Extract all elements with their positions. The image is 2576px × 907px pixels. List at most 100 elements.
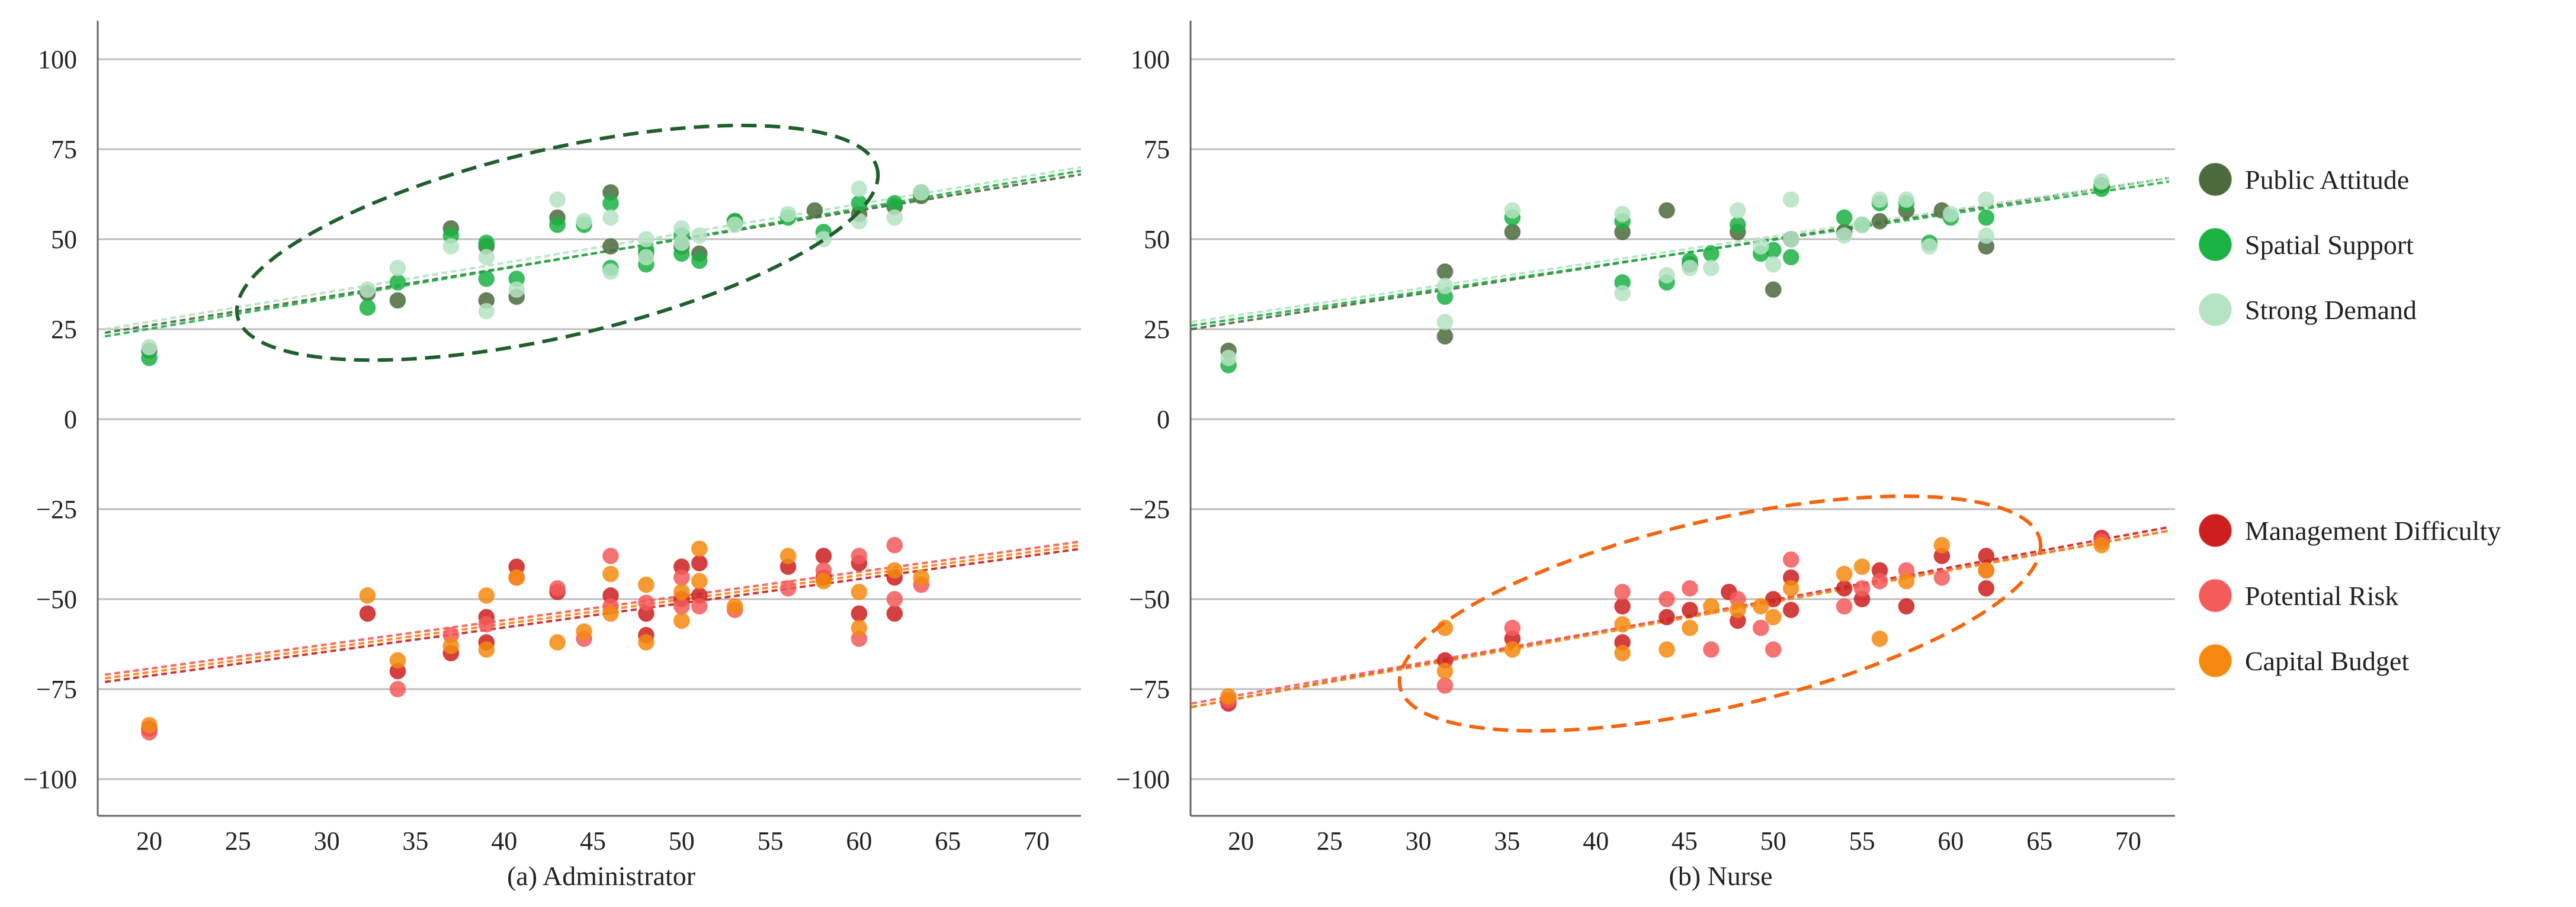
y-tick-label: −75 <box>1129 675 1170 704</box>
point-capital-budget <box>549 633 566 651</box>
point-potential-risk <box>1933 569 1951 586</box>
point-strong-demand <box>1765 256 1782 273</box>
x-tick-label: 30 <box>1406 826 1432 855</box>
point-strong-demand <box>602 263 619 280</box>
point-spatial-support <box>1782 249 1799 266</box>
point-strong-demand <box>1871 191 1888 208</box>
point-potential-risk <box>1702 641 1720 658</box>
x-tick-label: 65 <box>2026 826 2052 855</box>
point-potential-risk <box>1752 619 1769 636</box>
point-spatial-support <box>1729 216 1746 233</box>
panel-caption: (b) Nurse <box>1669 861 1773 891</box>
point-public-attitude <box>1504 223 1521 240</box>
legend-swatch <box>2199 293 2232 326</box>
trend-line-spatial-support <box>1191 180 2170 327</box>
point-strong-demand <box>359 281 376 298</box>
point-potential-risk <box>851 548 868 565</box>
panel-caption: (a) Administrator <box>507 861 695 891</box>
point-potential-risk <box>1614 583 1631 600</box>
x-tick-label: 60 <box>846 826 872 855</box>
point-strong-demand <box>2093 173 2110 190</box>
point-potential-risk <box>1853 580 1871 597</box>
point-capital-budget <box>1729 602 1746 619</box>
point-capital-budget <box>637 576 655 593</box>
point-potential-risk <box>1436 677 1454 694</box>
point-capital-budget <box>478 587 495 604</box>
point-capital-budget <box>1220 688 1237 705</box>
point-management-difficulty <box>1836 580 1853 597</box>
point-strong-demand <box>1921 238 1938 255</box>
x-tick-label: 55 <box>1849 826 1875 855</box>
point-potential-risk <box>389 681 406 697</box>
point-strong-demand <box>1836 227 1853 244</box>
point-capital-budget <box>1836 565 1853 583</box>
point-management-difficulty <box>1765 591 1782 607</box>
legend-swatch <box>2199 228 2232 261</box>
point-potential-risk <box>886 591 903 607</box>
point-strong-demand <box>851 180 868 197</box>
legend-item-capital-budget: Capital Budget <box>2199 644 2409 677</box>
y-tick-label: 50 <box>51 225 77 254</box>
point-potential-risk <box>673 569 690 586</box>
point-management-difficulty <box>815 548 832 565</box>
point-strong-demand <box>1614 285 1631 302</box>
point-spatial-support <box>1978 209 1995 226</box>
point-capital-budget <box>141 716 158 734</box>
point-strong-demand <box>389 259 406 276</box>
x-tick-label: 70 <box>2115 826 2141 855</box>
trend-line-potential-risk <box>104 540 1082 676</box>
highlight-ellipse-bottom <box>1397 494 2043 733</box>
point-potential-risk <box>1782 551 1799 568</box>
point-strong-demand <box>1702 259 1720 276</box>
point-management-difficulty <box>1978 548 1995 565</box>
legend: Public Attitude Spatial Support Strong Dem… <box>2199 163 2501 677</box>
legend-swatch <box>2199 163 2232 196</box>
point-spatial-support <box>549 216 566 233</box>
point-strong-demand <box>913 184 930 201</box>
point-spatial-support <box>389 274 406 291</box>
point-strong-demand <box>1782 231 1799 247</box>
point-management-difficulty <box>1681 602 1698 619</box>
point-strong-demand <box>1729 202 1746 219</box>
legend-label: Management Difficulty <box>2245 516 2501 546</box>
point-capital-budget <box>779 548 797 565</box>
point-strong-demand <box>1752 238 1769 255</box>
point-capital-budget <box>602 605 619 622</box>
point-spatial-support <box>359 299 376 316</box>
point-management-difficulty <box>1978 580 1995 597</box>
point-strong-demand <box>576 213 593 230</box>
point-capital-budget <box>576 623 593 640</box>
point-management-difficulty <box>1782 602 1799 619</box>
legend-item-strong-demand: Strong Demand <box>2199 293 2417 326</box>
y-tick-label: 0 <box>64 405 77 434</box>
legend-label: Strong Demand <box>2245 295 2417 325</box>
point-capital-budget <box>673 583 690 600</box>
point-potential-risk <box>691 598 708 615</box>
point-capital-budget <box>851 583 868 600</box>
point-capital-budget <box>815 572 832 590</box>
point-management-difficulty <box>1658 609 1676 626</box>
legend-swatch <box>2199 579 2232 612</box>
point-spatial-support <box>478 234 495 252</box>
highlight-ellipse-top <box>235 123 880 362</box>
point-capital-budget <box>1436 662 1454 680</box>
point-strong-demand <box>508 281 525 298</box>
point-strong-demand <box>1436 313 1454 330</box>
point-capital-budget <box>1853 558 1871 575</box>
point-spatial-support <box>478 270 495 287</box>
point-strong-demand <box>478 249 495 266</box>
y-tick-label: 0 <box>1157 405 1170 434</box>
point-strong-demand <box>478 303 495 320</box>
point-strong-demand <box>637 231 655 247</box>
point-potential-risk <box>1871 572 1888 590</box>
point-capital-budget <box>851 619 868 636</box>
point-capital-budget <box>2093 536 2110 554</box>
point-public-attitude <box>1658 202 1676 219</box>
point-strong-demand <box>1436 278 1454 295</box>
point-capital-budget <box>726 598 743 615</box>
legend-item-management-difficulty: Management Difficulty <box>2199 514 2501 547</box>
point-strong-demand <box>1942 205 1959 223</box>
point-potential-risk <box>602 548 619 565</box>
point-strong-demand <box>1504 202 1521 219</box>
